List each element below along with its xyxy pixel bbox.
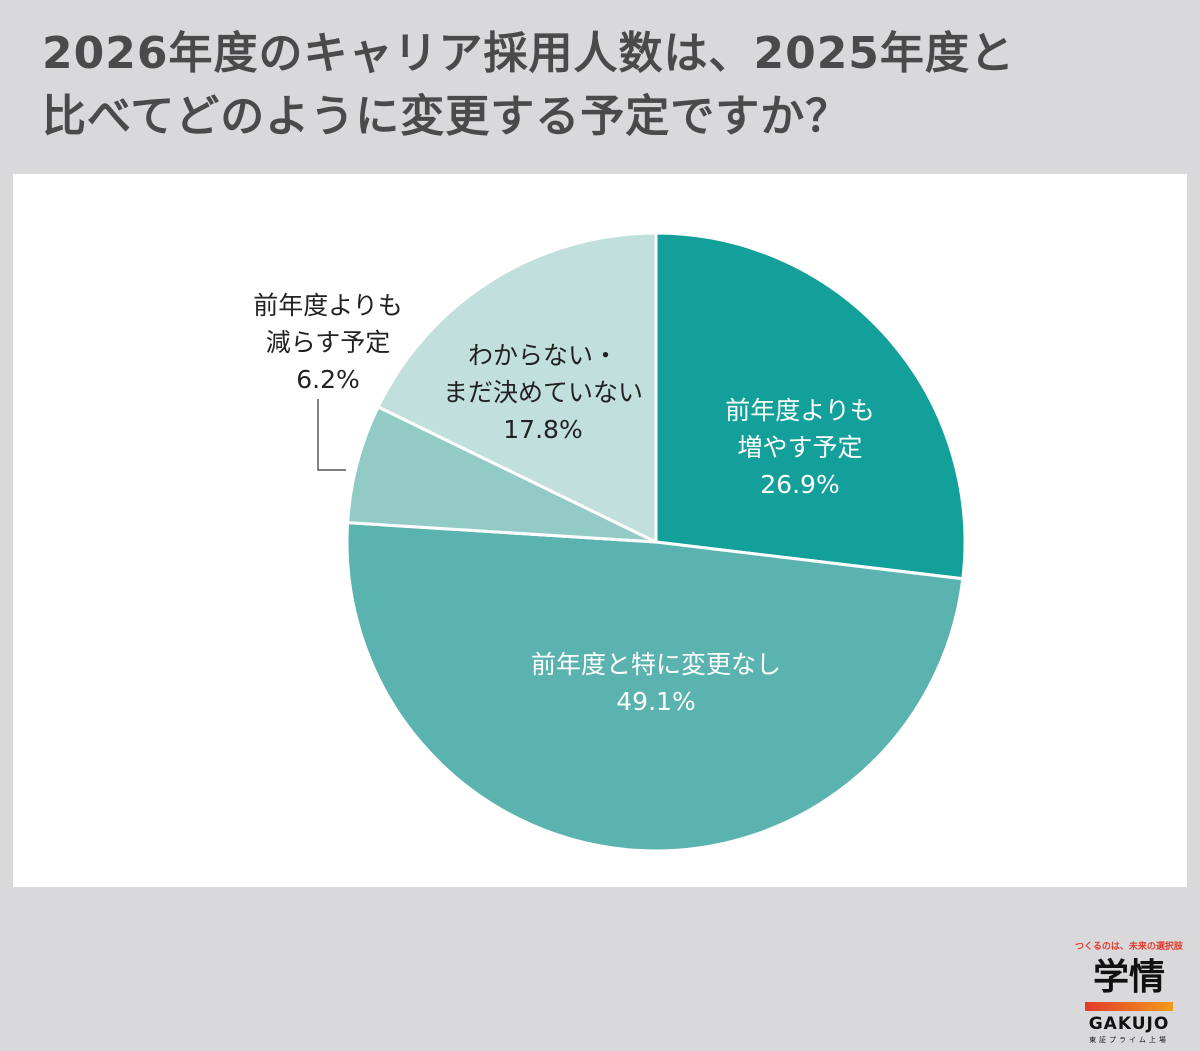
slice-category-text: 前年度と特に変更なし [531, 650, 781, 679]
pie-slices [345, 231, 967, 853]
slice-category-text: 前年度よりも [253, 291, 403, 320]
logo-bar [1085, 1002, 1173, 1011]
slice-category-text: 減らす予定 [266, 328, 391, 357]
pie-slice-1 [654, 231, 967, 581]
pie-chart: 前年度よりも増やす予定 26.9%前年度と特に変更なし 49.1%前年度よりも減らす… [253, 231, 967, 853]
slice-label-4: わからない・まだ決めていない 17.8% [443, 341, 643, 444]
logo-kanji: 学情 [1092, 957, 1165, 998]
small-slice-leader-line [317, 399, 346, 471]
logo-tagline: つくるのは、未来の選択肢 [1075, 942, 1183, 952]
slice-value-label: 6.2% [296, 365, 360, 394]
leader-line [317, 399, 346, 471]
pie-slice-4 [376, 231, 658, 544]
slice-label-3: 前年度よりも減らす予定 6.2% [253, 291, 403, 394]
gakujo-logo: つくるのは、未来の選択肢 学情 GAKUJO 東証プライム上場 [1075, 939, 1183, 1051]
pie-slice-2 [345, 521, 965, 853]
slice-value-label: 26.9% [760, 470, 839, 499]
title-line-2: 比べてどのように変更する予定ですか？ [42, 91, 851, 142]
slice-value-label: 49.1% [616, 687, 695, 716]
pie-slice-3 [346, 405, 658, 544]
slice-category-text: 増やす予定 [737, 433, 862, 462]
slice-category-text: 前年度よりも [725, 396, 875, 425]
logo-latin: GAKUJO [1088, 1014, 1170, 1034]
slice-category-text: わからない・ [468, 341, 618, 370]
chart-card: 前年度よりも増やす予定 26.9% 前年度と特に変更なし 49.1% 前年度よりも減らす… [13, 174, 1187, 1044]
slice-value-label: 17.8% [503, 415, 582, 444]
chart-title: 2026年度のキャリア採用人数は、2025年度と 比べてどのように変更する予定で… [42, 22, 1172, 148]
slice-label-2: 前年度と特に変更なし 49.1% [531, 650, 781, 716]
slice-labels: 前年度よりも増やす予定 26.9%前年度と特に変更なし 49.1%前年度よりも減らす… [253, 291, 875, 716]
title-line-1: 2026年度のキャリア採用人数は、2025年度と [42, 28, 1015, 79]
slice-category-text: まだ決めていない [443, 378, 643, 407]
slice-label-1: 前年度よりも増やす予定 26.9% [725, 396, 875, 499]
logo-subtext: 東証プライム上場 [1089, 1036, 1169, 1044]
